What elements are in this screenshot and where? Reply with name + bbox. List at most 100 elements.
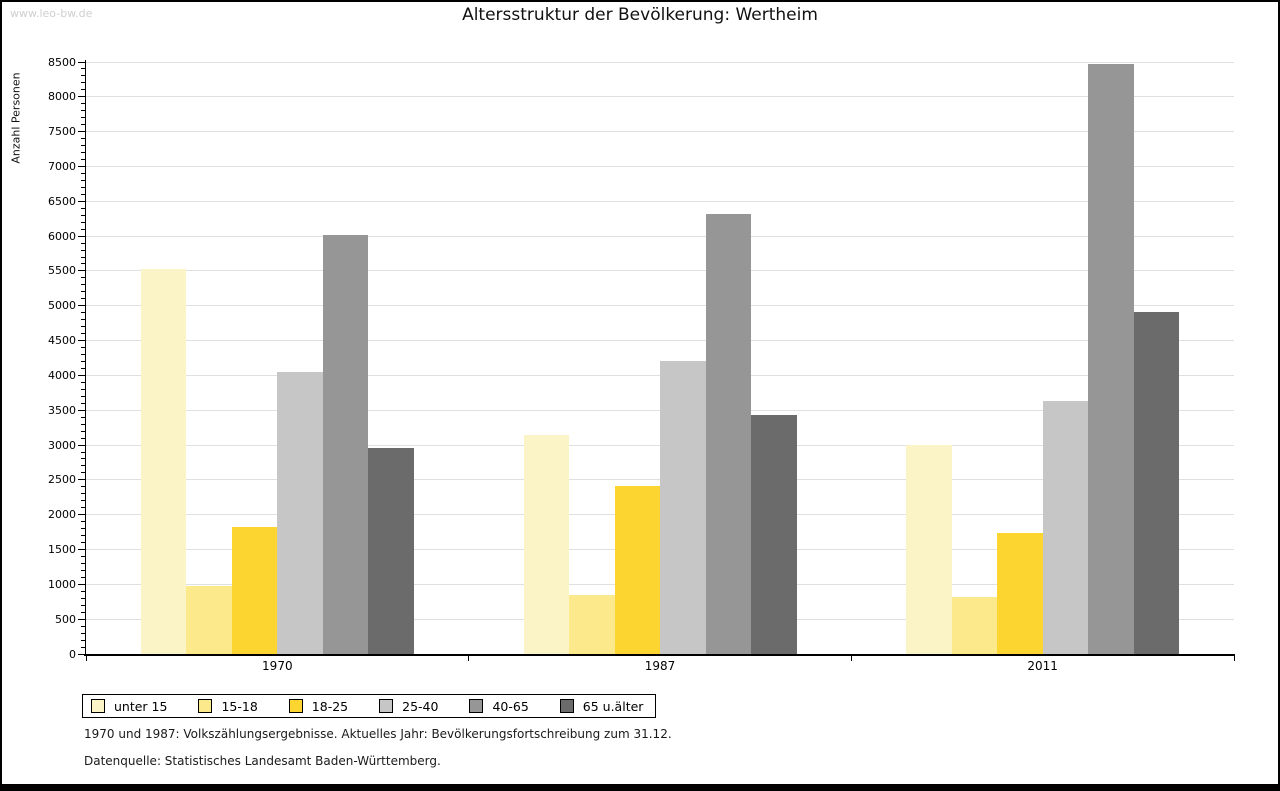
y-tick-label: 8000 [48, 90, 76, 104]
legend-item: 15-18 [198, 699, 258, 714]
legend-label: 65 u.älter [582, 698, 644, 714]
y-tick-minor [81, 89, 85, 91]
bar-65-u.älter-1970 [368, 447, 414, 654]
bar-18-25-1987 [614, 485, 660, 654]
y-tick-minor [81, 646, 85, 648]
x-category-label: 1970 [262, 659, 293, 673]
y-tick-minor [81, 298, 85, 300]
y-tick-minor [81, 521, 85, 523]
y-tick-minor [81, 388, 85, 390]
x-tick [850, 656, 852, 661]
legend-swatch-icon [559, 699, 574, 713]
legend-item: 65 u.älter [559, 698, 644, 714]
y-tick-minor [81, 625, 85, 627]
y-tick-label: 4500 [48, 334, 76, 348]
legend: unter 15 15-18 18-25 25-40 40-65 65 u.älter [82, 694, 657, 718]
x-category-label: 1987 [644, 659, 676, 673]
y-tick [78, 409, 85, 411]
y-tick-minor [81, 500, 85, 502]
gridline [86, 270, 1234, 272]
x-tick [1233, 656, 1235, 661]
y-tick-minor [81, 159, 85, 160]
y-tick-minor [81, 333, 85, 335]
y-tick-minor [81, 360, 85, 362]
y-tick [78, 270, 85, 272]
y-tick-minor [81, 597, 85, 599]
y-tick-minor [81, 193, 85, 195]
chart-title: Altersstruktur der Bevölkerung: Wertheim [462, 5, 818, 25]
y-tick-minor [81, 214, 85, 216]
y-tick-minor [81, 172, 85, 174]
bar-18-25-1970 [231, 527, 278, 654]
x-axis-line [84, 654, 1235, 656]
y-tick-label: 5000 [48, 299, 76, 313]
legend-item: unter 15 [91, 699, 167, 714]
y-tick-minor [81, 576, 85, 578]
gridline [86, 131, 1234, 133]
y-tick-minor [81, 611, 85, 613]
y-tick-minor [81, 145, 85, 147]
y-tick-label: 1500 [48, 543, 76, 557]
y-tick-minor [81, 535, 85, 537]
gridline [86, 200, 1234, 202]
legend-swatch-icon [469, 699, 484, 713]
bar-25-40-1970 [277, 372, 323, 654]
y-tick-minor [81, 110, 85, 112]
y-tick-minor [81, 528, 85, 530]
y-tick-minor [81, 569, 85, 571]
y-tick-minor [81, 228, 85, 230]
y-tick-minor [81, 138, 85, 140]
y-tick-minor [81, 507, 85, 509]
y-tick-label: 3500 [48, 403, 76, 417]
bar-unter-15-1987 [523, 434, 569, 654]
x-tick [468, 656, 470, 661]
y-tick-minor [81, 472, 85, 474]
legend-swatch-icon [379, 699, 394, 713]
gridline [86, 61, 1234, 63]
y-tick-label: 2000 [48, 508, 76, 522]
y-tick [78, 583, 85, 585]
y-tick [78, 444, 85, 446]
y-tick-minor [81, 458, 85, 460]
y-tick [78, 479, 85, 481]
y-tick-label: 4000 [48, 368, 76, 382]
y-tick [78, 340, 85, 342]
y-tick-minor [81, 82, 85, 84]
y-tick-minor [81, 179, 85, 181]
y-tick [78, 374, 85, 376]
y-tick-minor [81, 604, 85, 606]
y-tick-label: 2500 [48, 473, 76, 487]
y-tick-minor [81, 347, 85, 349]
y-tick-minor [81, 124, 85, 126]
y-tick-label: 3000 [48, 438, 76, 452]
bar-15-18-1970 [186, 586, 232, 654]
watermark: www.leo-bw.de [10, 7, 93, 20]
y-tick-minor [81, 221, 85, 223]
bar-65-u.älter-1987 [751, 415, 797, 654]
y-tick-minor [81, 207, 85, 209]
y-tick-minor [81, 291, 85, 293]
bar-40-65-1987 [705, 213, 751, 654]
plot-area: 0 500 1000 1500 2000 2500 3000 3500 4000 4500 5000… [48, 56, 1235, 673]
legend-label: 40-65 [492, 698, 529, 714]
legend-item: 25-40 [379, 699, 438, 714]
y-tick-minor [81, 639, 85, 641]
x-tick [85, 656, 87, 661]
y-tick-minor [81, 451, 85, 453]
y-tick-minor [81, 319, 85, 321]
y-tick-minor [81, 326, 85, 328]
y-tick-label: 8500 [48, 55, 76, 69]
bar-25-40-2011 [1042, 400, 1089, 654]
y-tick [78, 305, 85, 307]
legend-swatch-icon [288, 699, 303, 713]
y-tick-minor [81, 312, 85, 314]
y-tick-minor [81, 354, 85, 356]
y-tick-minor [81, 75, 85, 77]
y-tick-label: 500 [55, 612, 76, 626]
y-tick-label: 6000 [48, 229, 76, 243]
y-tick-minor [81, 493, 85, 495]
legend-item: 18-25 [288, 699, 348, 714]
y-tick [78, 235, 85, 237]
footnote-line-1: 1970 und 1987: Volkszählungsergebnisse. … [84, 727, 672, 741]
